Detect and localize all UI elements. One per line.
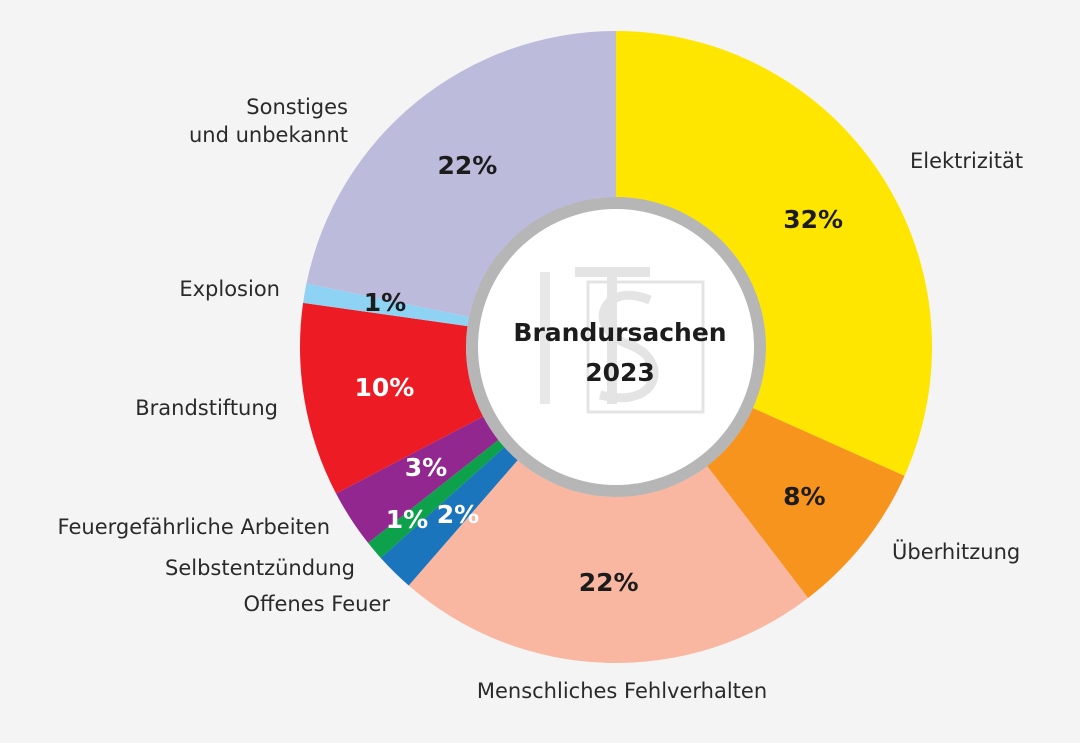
slice-value-label-5: 3% bbox=[405, 453, 447, 482]
center-title-line-2: 2023 bbox=[585, 358, 655, 387]
slice-category-label-8: Sonstiges und unbekannt bbox=[189, 95, 348, 147]
slice-value-label-6: 10% bbox=[355, 373, 415, 402]
slice-category-label-3: Offenes Feuer bbox=[244, 592, 391, 616]
slice-category-label-5: Feuergefährliche Arbeiten bbox=[58, 515, 330, 539]
slice-category-label-7: Explosion bbox=[179, 277, 280, 301]
slice-category-label-2: Menschliches Fehlverhalten bbox=[477, 679, 767, 703]
slice-8 bbox=[306, 31, 616, 317]
slice-1 bbox=[707, 408, 905, 598]
slice-3 bbox=[380, 447, 518, 586]
slice-category-label-6: Brandstiftung bbox=[135, 396, 278, 420]
slice-category-label-4: Selbstentzündung bbox=[165, 556, 355, 580]
slice-value-label-7: 1% bbox=[364, 288, 406, 317]
slice-4 bbox=[368, 440, 505, 558]
center-title-line-1: Brandursachen bbox=[513, 318, 726, 347]
slice-category-label-0: Elektrizität bbox=[910, 149, 1023, 173]
slice-value-label-1: 8% bbox=[783, 482, 825, 511]
slice-5 bbox=[336, 416, 499, 543]
slice-category-label-1: Überhitzung bbox=[892, 539, 1020, 564]
slice-value-label-3: 2% bbox=[437, 500, 479, 529]
slice-value-label-0: 32% bbox=[783, 205, 843, 234]
slice-value-label-8: 22% bbox=[438, 151, 498, 180]
slice-value-label-4: 1% bbox=[386, 505, 428, 534]
value-labels: 32% 8% 22% 2% 1% 3% 10% 1% 22% bbox=[355, 151, 844, 597]
chart-slices bbox=[300, 31, 932, 664]
slice-2 bbox=[408, 460, 809, 664]
slice-value-label-2: 22% bbox=[579, 568, 639, 597]
slice-0 bbox=[616, 31, 932, 476]
watermark-logo bbox=[540, 267, 705, 414]
category-labels: Elektrizität Überhitzung Menschliches Fehl… bbox=[58, 95, 1024, 703]
slice-6 bbox=[300, 302, 484, 494]
slice-7 bbox=[303, 283, 470, 327]
